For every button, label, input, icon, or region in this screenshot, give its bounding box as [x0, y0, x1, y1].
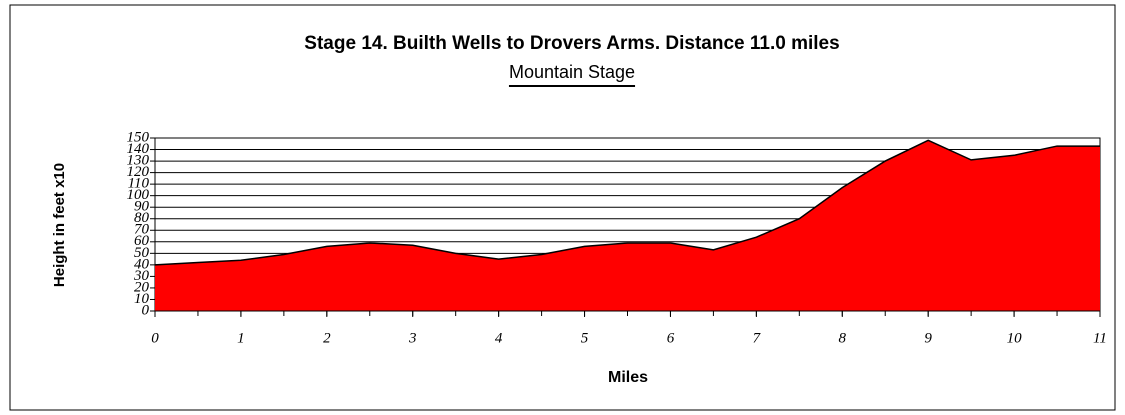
y-tick-label: 140: [127, 141, 150, 157]
x-tick-label: 1: [237, 330, 245, 346]
y-tick-label: 100: [127, 187, 150, 203]
x-tick-label: 9: [924, 330, 932, 346]
y-axis-label: Height in feet x10: [51, 163, 68, 287]
y-tick-label: 70: [134, 222, 150, 238]
y-tick-label: 110: [128, 176, 150, 192]
area-fill: [155, 140, 1100, 311]
y-tick-label: 60: [134, 233, 150, 249]
x-tick-label: 11: [1093, 330, 1107, 346]
y-tick-label: 80: [134, 210, 150, 226]
chart-subtitle: Mountain Stage: [509, 62, 635, 82]
y-tick-label: 150: [127, 129, 150, 145]
x-tick-label: 4: [495, 330, 503, 346]
x-tick-label: 8: [839, 330, 847, 346]
x-tick-label: 0: [151, 330, 159, 346]
y-tick-label: 120: [127, 164, 150, 180]
y-tick-label: 90: [134, 199, 150, 215]
x-tick-label: 2: [323, 330, 331, 346]
y-tick-label: 40: [134, 256, 150, 272]
y-tick-label: 50: [134, 245, 150, 261]
area-line: [154, 139, 1100, 266]
y-tick-label: 10: [134, 291, 150, 307]
x-tick-label: 6: [667, 330, 675, 346]
x-tick-label: 3: [408, 330, 417, 346]
x-tick-label: 10: [1007, 330, 1023, 346]
y-tick-label: 30: [133, 268, 150, 284]
x-tick-label: 7: [753, 330, 762, 346]
y-tick-label: 20: [134, 279, 150, 295]
x-tick-label: 5: [581, 330, 589, 346]
y-tick-label: 130: [127, 153, 150, 169]
chart-title: Stage 14. Builth Wells to Drovers Arms. …: [304, 33, 839, 54]
y-tick-label: 0: [142, 302, 150, 318]
x-axis-label: Miles: [608, 369, 648, 386]
